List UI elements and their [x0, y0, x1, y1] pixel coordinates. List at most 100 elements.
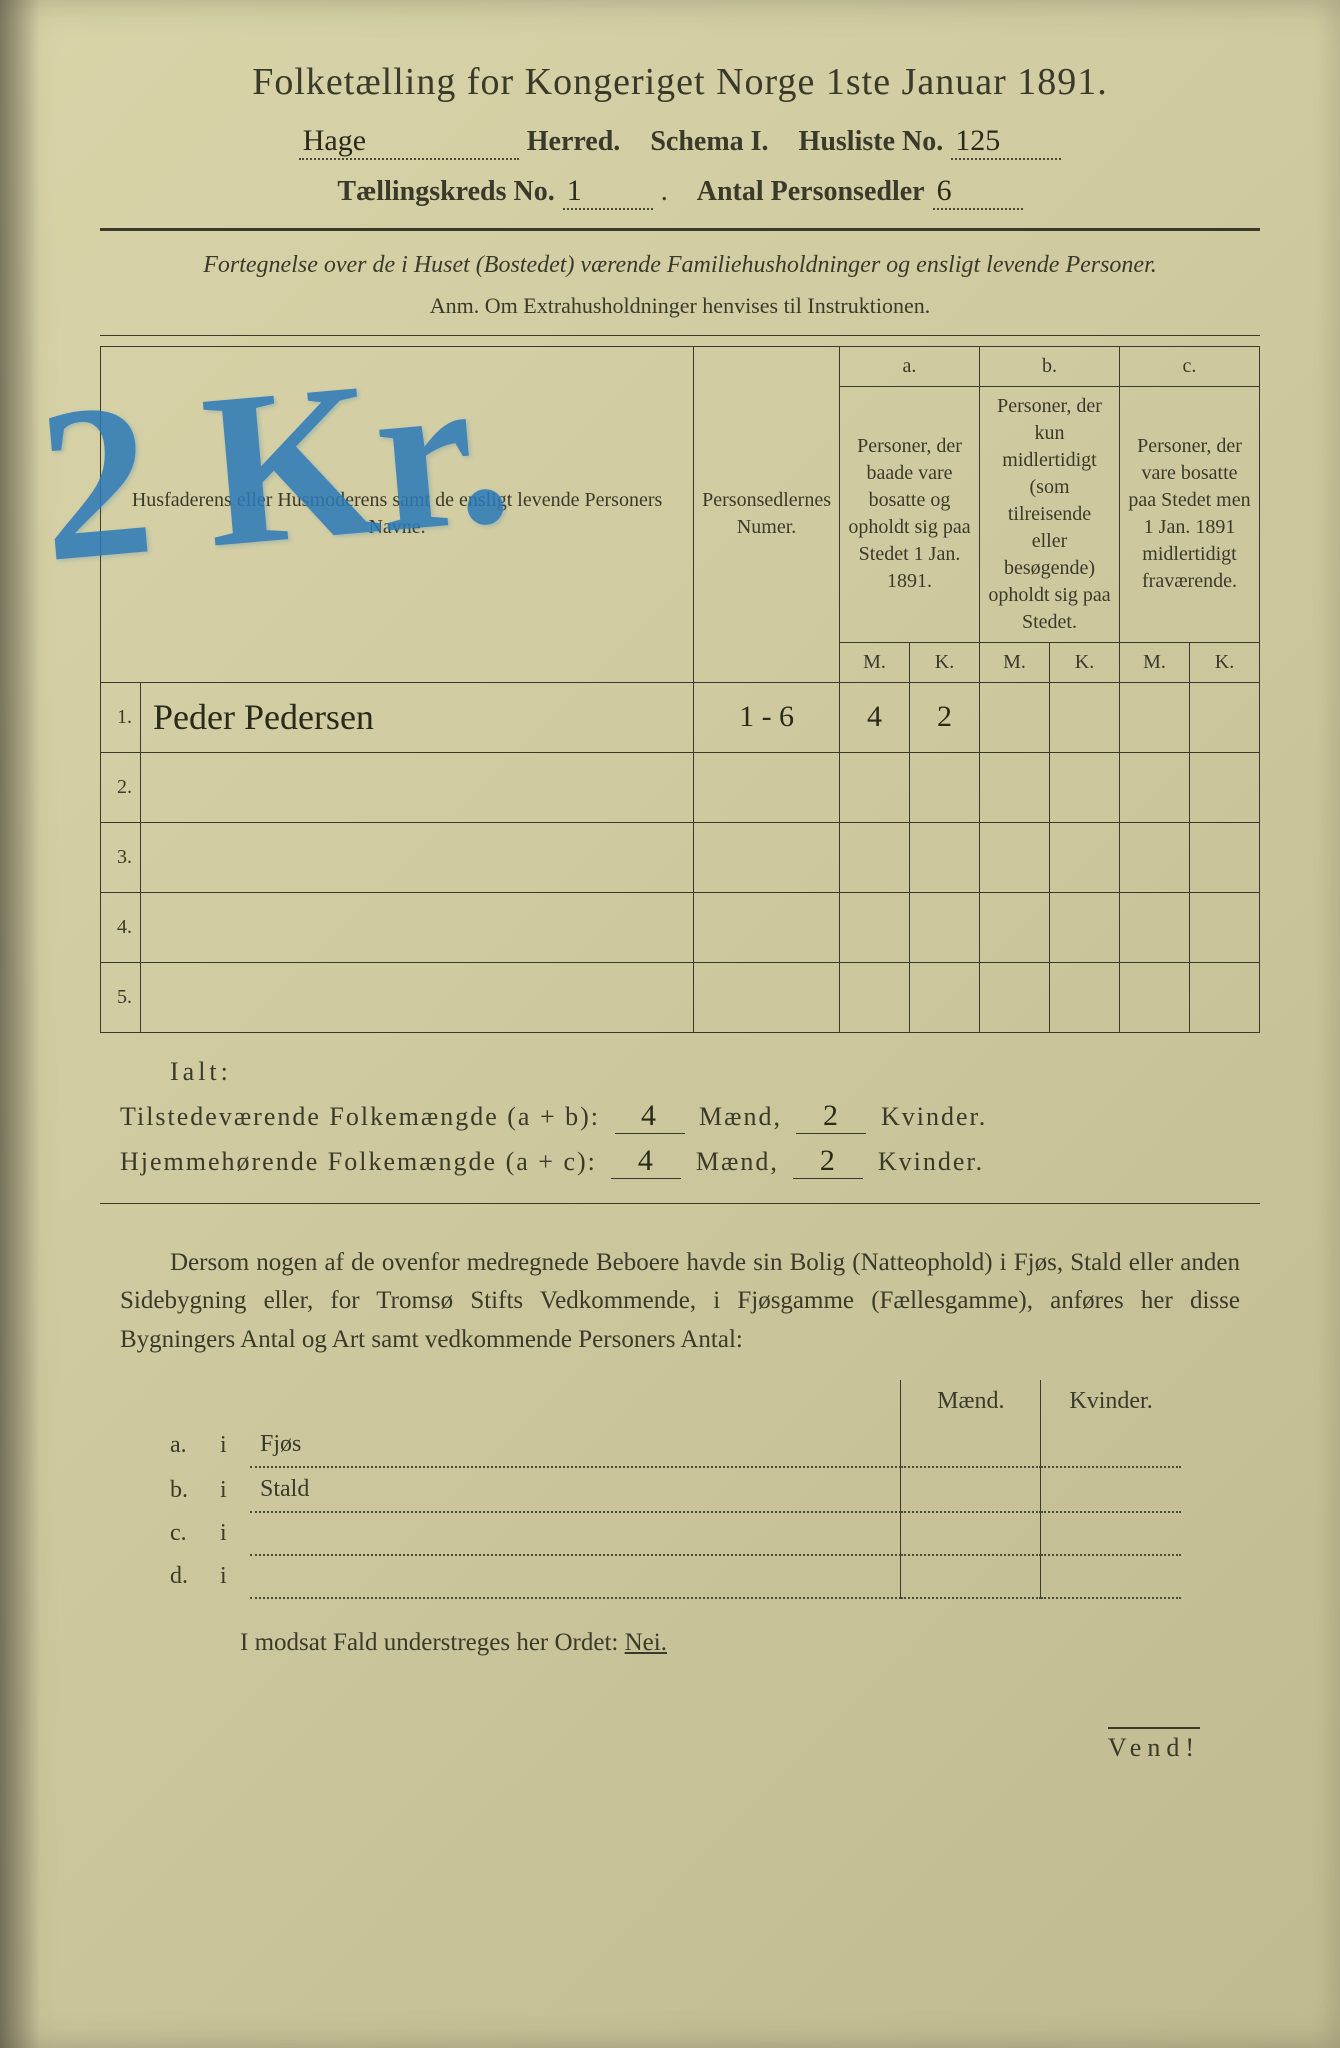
person-name: Peder Pedersen: [149, 697, 378, 737]
col-header-a-label: a.: [840, 346, 980, 386]
sub-m: [901, 1423, 1041, 1467]
summary-line-1: Tilstedeværende Folkemængde (a + b): 4 M…: [120, 1099, 1260, 1134]
row-num: 1.: [101, 682, 141, 752]
sub-row: d. i: [160, 1555, 1181, 1598]
nei-text: Nei.: [625, 1629, 667, 1656]
sub-text: [250, 1512, 901, 1555]
cell: [1120, 892, 1190, 962]
col-header-c-label: c.: [1120, 346, 1260, 386]
table-row: 5.: [101, 962, 1260, 1032]
col-header-numer: Personsedlernes Numer.: [694, 346, 840, 682]
divider: [100, 228, 1260, 231]
cell: [1050, 962, 1120, 1032]
cell: [1190, 752, 1260, 822]
fortegnelse-note: Fortegnelse over de i Huset (Bostedet) v…: [100, 249, 1260, 283]
cell: [840, 822, 910, 892]
sub-text: Stald: [260, 1476, 309, 1502]
kvinder-label: Kvinder.: [881, 1102, 987, 1131]
numer: 1 - 6: [735, 700, 798, 733]
sub-head-k: Kvinder.: [1041, 1380, 1181, 1423]
antal-label: Antal Personsedler: [697, 176, 925, 208]
cell-b-m: [980, 682, 1050, 752]
row-num: 5.: [101, 962, 141, 1032]
numer: [694, 752, 840, 822]
ialt-label: Ialt:: [170, 1057, 1260, 1087]
person-name: [141, 752, 694, 822]
cell: [840, 752, 910, 822]
cell-c-k: [1190, 682, 1260, 752]
sub-label-i: i: [210, 1423, 250, 1467]
sub-k: [1041, 1423, 1181, 1467]
form-title: Folketælling for Kongeriget Norge 1ste J…: [100, 60, 1260, 104]
sub-row: a. i Fjøs: [160, 1423, 1181, 1467]
divider: [100, 335, 1260, 336]
schema-label: Schema I.: [650, 126, 768, 158]
maend-label: Mænd,: [696, 1147, 779, 1176]
census-form-page: 2 Kr. Folketælling for Kongeriget Norge …: [0, 0, 1340, 2048]
col-header-b-label: b.: [980, 346, 1120, 386]
col-k: K.: [910, 642, 980, 682]
cell: [1050, 892, 1120, 962]
col-m: M.: [840, 642, 910, 682]
col-header-c: Personer, der vare bosatte paa Stedet me…: [1120, 386, 1260, 642]
table-row: 3.: [101, 822, 1260, 892]
sub-m: [901, 1555, 1041, 1598]
col-k: K.: [1050, 642, 1120, 682]
sub-k: [1041, 1555, 1181, 1598]
summary-1-label: Tilstedeværende Folkemængde (a + b):: [120, 1102, 600, 1131]
herred-value: Hage: [299, 124, 370, 157]
header-line-2: Tællingskreds No. 1 . Antal Personsedler…: [100, 174, 1260, 210]
summary-2-label: Hjemmehørende Folkemængde (a + c):: [120, 1147, 597, 1176]
empty: [160, 1380, 210, 1423]
col-m: M.: [980, 642, 1050, 682]
sub-k: [1041, 1467, 1181, 1512]
col-header-names: Husfaderens eller Husmoderens samt de en…: [101, 346, 694, 682]
sub-m: [901, 1467, 1041, 1512]
summary-2-k: 2: [793, 1144, 863, 1179]
table-body: 1. Peder Pedersen 1 - 6 4 2 2. 3.: [101, 682, 1260, 1032]
sub-text: Fjøs: [260, 1431, 301, 1457]
numer: [694, 962, 840, 1032]
cell: [1120, 962, 1190, 1032]
sub-row: b. i Stald: [160, 1467, 1181, 1512]
summary-1-m: 4: [615, 1099, 685, 1134]
cell: [1050, 822, 1120, 892]
col-k: K.: [1190, 642, 1260, 682]
cell: [910, 962, 980, 1032]
sub-label-i: i: [210, 1512, 250, 1555]
cell: [1120, 822, 1190, 892]
sub-table: Mænd. Kvinder. a. i Fjøs b. i Stald c. i…: [160, 1380, 1181, 1599]
numer: [694, 822, 840, 892]
husliste-value: 125: [951, 124, 1004, 157]
empty: [210, 1380, 250, 1423]
kreds-label: Tællingskreds No.: [337, 176, 554, 208]
vend-label: Vend!: [1108, 1727, 1200, 1763]
row-num: 2.: [101, 752, 141, 822]
sub-label-i: i: [210, 1555, 250, 1598]
sub-m: [901, 1512, 1041, 1555]
cell: [840, 962, 910, 1032]
sub-text: [250, 1555, 901, 1598]
cell: [1190, 962, 1260, 1032]
col-m: M.: [1120, 642, 1190, 682]
sub-row: c. i: [160, 1512, 1181, 1555]
antal-value: 6: [933, 174, 956, 207]
sub-label-a: b.: [160, 1467, 210, 1512]
husliste-label: Husliste No.: [799, 126, 944, 158]
sub-head-m: Mænd.: [901, 1380, 1041, 1423]
cell: [910, 892, 980, 962]
anm-note: Anm. Om Extrahusholdninger henvises til …: [100, 293, 1260, 319]
summary-2-m: 4: [611, 1144, 681, 1179]
cell-a-k: 2: [933, 700, 956, 733]
cell: [1120, 752, 1190, 822]
row-num: 3.: [101, 822, 141, 892]
summary-line-2: Hjemmehørende Folkemængde (a + c): 4 Mæn…: [120, 1144, 1260, 1179]
maend-label: Mænd,: [699, 1102, 782, 1131]
modsat-line: I modsat Fald understreges her Ordet: Ne…: [240, 1629, 1260, 1657]
table-row: 2.: [101, 752, 1260, 822]
modsat-text: I modsat Fald understreges her Ordet:: [240, 1629, 618, 1656]
empty: [250, 1380, 901, 1423]
cell: [910, 822, 980, 892]
cell: [1190, 892, 1260, 962]
sub-label-a: d.: [160, 1555, 210, 1598]
